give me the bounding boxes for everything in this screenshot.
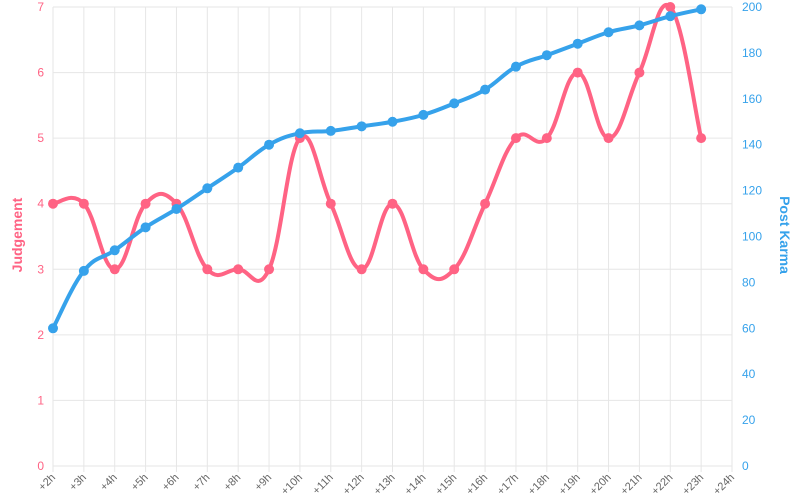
judgement-series [48, 2, 707, 283]
judgement-point[interactable] [233, 264, 244, 275]
x-tick-label: +13h [372, 472, 398, 498]
post-karma-point[interactable] [387, 116, 398, 127]
right-tick-label: 0 [742, 459, 749, 473]
post-karma-point[interactable] [449, 98, 460, 109]
post-karma-point[interactable] [356, 121, 367, 132]
post-karma-point[interactable] [109, 245, 120, 256]
judgement-point[interactable] [418, 264, 429, 275]
x-tick-label: +17h [495, 472, 521, 498]
post-karma-point[interactable] [202, 183, 213, 194]
x-axis-ticks: +2h +3h +4h +5h +6h +7h +8h +9h +10h +11h +12h +13h… [36, 472, 737, 498]
judgement-point[interactable] [572, 67, 583, 78]
right-tick-label: 80 [742, 275, 756, 289]
x-tick-label: +5h [129, 472, 151, 494]
judgement-point[interactable] [264, 264, 275, 275]
judgement-point[interactable] [202, 264, 213, 275]
judgement-point[interactable] [696, 133, 707, 144]
x-tick-label: +11h [310, 472, 335, 497]
right-tick-label: 20 [742, 413, 756, 427]
judgement-point[interactable] [356, 264, 367, 275]
left-tick-label: 4 [37, 197, 44, 211]
judgement-point[interactable] [634, 67, 645, 78]
x-tick-label: +16h [464, 472, 490, 498]
right-tick-label: 180 [742, 46, 762, 60]
x-tick-label: +19h [557, 472, 583, 498]
x-tick-label: +14h [402, 472, 428, 498]
judgement-point[interactable] [48, 198, 58, 209]
x-tick-label: +3h [67, 472, 89, 494]
x-tick-label: +12h [341, 472, 367, 498]
post-karma-point[interactable] [48, 323, 58, 334]
post-karma-point[interactable] [233, 162, 244, 173]
right-axis-ticks: 0 20 40 60 80 100 120 140 160 180 200 [742, 0, 762, 473]
right-axis-title: Post Karma [777, 196, 793, 274]
x-tick-label: +21h [619, 472, 645, 498]
right-tick-label: 60 [742, 321, 756, 335]
post-karma-point[interactable] [78, 265, 89, 276]
left-tick-label: 3 [37, 262, 44, 276]
post-karma-point[interactable] [541, 50, 552, 61]
left-tick-label: 0 [37, 459, 44, 473]
judgement-point[interactable] [109, 264, 120, 275]
left-tick-label: 7 [37, 0, 44, 14]
judgement-line [51, 2, 704, 283]
post-karma-point[interactable] [510, 61, 521, 72]
x-tick-label: +20h [588, 472, 614, 498]
judgement-point[interactable] [140, 198, 151, 209]
x-tick-label: +4h [98, 472, 120, 494]
right-tick-label: 40 [742, 367, 756, 381]
grid [52, 6, 733, 472]
left-tick-label: 6 [37, 66, 44, 80]
x-tick-label: +2h [36, 472, 58, 494]
post-karma-point[interactable] [140, 222, 151, 233]
post-karma-point[interactable] [603, 27, 614, 38]
post-karma-point[interactable] [171, 203, 182, 214]
right-tick-label: 100 [742, 230, 762, 244]
judgement-point[interactable] [387, 198, 398, 209]
x-tick-label: +24h [711, 472, 737, 498]
post-karma-series [48, 4, 707, 334]
post-karma-point[interactable] [696, 4, 707, 15]
judgement-point[interactable] [449, 264, 460, 275]
left-tick-label: 1 [37, 393, 44, 407]
x-tick-label: +18h [526, 472, 552, 498]
x-tick-label: +15h [433, 472, 459, 498]
right-tick-label: 120 [742, 184, 762, 198]
judgement-point[interactable] [480, 198, 491, 209]
judgement-point[interactable] [541, 133, 552, 144]
x-tick-label: +7h [191, 472, 213, 494]
right-tick-label: 200 [742, 0, 762, 14]
x-tick-label: +6h [160, 472, 182, 494]
x-tick-label: +8h [222, 472, 244, 494]
judgement-point[interactable] [603, 133, 614, 144]
series-layer [48, 2, 707, 334]
judgement-point[interactable] [510, 133, 521, 144]
x-tick-label: +22h [649, 472, 675, 498]
left-tick-label: 2 [37, 328, 44, 342]
x-tick-label: +9h [252, 472, 274, 494]
judgement-point[interactable] [665, 2, 676, 12]
right-tick-label: 140 [742, 138, 762, 152]
post-karma-point[interactable] [325, 125, 336, 136]
post-karma-point[interactable] [264, 139, 275, 150]
left-axis-ticks: 0 1 2 3 4 5 6 7 [37, 0, 44, 473]
x-tick-label: +23h [680, 472, 706, 498]
left-axis-title: Judgement [9, 197, 25, 272]
post-karma-point[interactable] [572, 38, 583, 49]
judgement-point[interactable] [325, 198, 336, 209]
post-karma-point[interactable] [480, 84, 491, 95]
post-karma-point[interactable] [634, 20, 645, 31]
x-tick-label: +10h [279, 472, 305, 498]
right-tick-label: 160 [742, 92, 762, 106]
left-tick-label: 5 [37, 131, 44, 145]
post-karma-point[interactable] [665, 11, 676, 22]
post-karma-line [51, 7, 704, 331]
post-karma-point[interactable] [418, 109, 429, 120]
judgement-point[interactable] [78, 198, 89, 209]
post-karma-point[interactable] [294, 128, 305, 139]
